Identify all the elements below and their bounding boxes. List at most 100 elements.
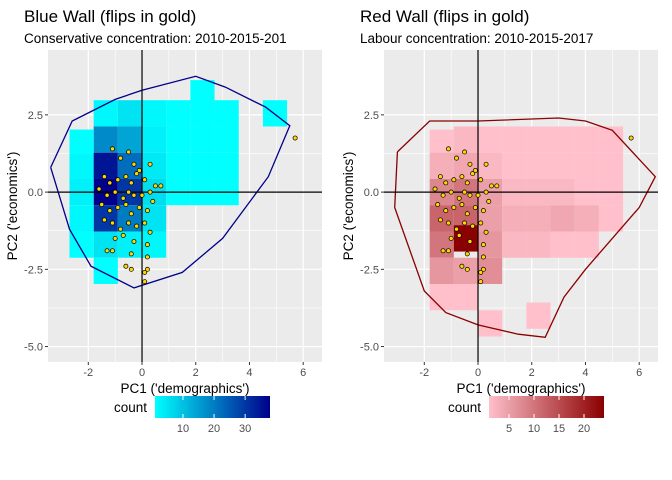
data-point bbox=[454, 155, 459, 161]
data-point bbox=[435, 202, 441, 207]
heatmap-cell bbox=[214, 100, 239, 127]
heatmap-cell bbox=[550, 126, 575, 153]
data-point bbox=[147, 161, 153, 167]
data-point bbox=[134, 223, 140, 229]
heatmap-cell bbox=[550, 152, 575, 179]
data-point bbox=[99, 202, 105, 207]
heatmap-cell bbox=[69, 205, 94, 232]
data-point bbox=[456, 195, 462, 201]
heatmap-cell bbox=[429, 231, 454, 258]
chart-title: Red Wall (flips in gold) bbox=[360, 7, 529, 26]
y-tick-label: 2.5 bbox=[364, 110, 379, 122]
data-point bbox=[118, 155, 123, 161]
data-point bbox=[115, 177, 121, 183]
data-point bbox=[628, 135, 634, 141]
heatmap-cell bbox=[526, 302, 551, 329]
data-point bbox=[448, 189, 454, 195]
data-point bbox=[470, 171, 476, 177]
heatmap-cell bbox=[526, 205, 551, 232]
data-point bbox=[467, 192, 473, 198]
heatmap-cell bbox=[117, 100, 143, 127]
data-point bbox=[292, 135, 298, 141]
data-point bbox=[459, 202, 465, 207]
y-tick-label: 0.0 bbox=[28, 187, 43, 199]
data-point bbox=[459, 263, 465, 269]
y-tick-label: 0.0 bbox=[364, 187, 379, 199]
x-axis-title: PC1 ('demographics') bbox=[457, 381, 586, 396]
data-point bbox=[478, 220, 484, 226]
data-point bbox=[110, 248, 115, 254]
data-point bbox=[142, 279, 148, 285]
data-point bbox=[483, 229, 489, 235]
heatmap-cell bbox=[453, 126, 479, 153]
data-point bbox=[480, 208, 486, 214]
data-point bbox=[443, 208, 449, 214]
data-point bbox=[123, 263, 129, 269]
data-point bbox=[470, 223, 476, 229]
data-point bbox=[472, 168, 478, 173]
data-point bbox=[443, 180, 449, 186]
data-point bbox=[144, 254, 150, 260]
data-point bbox=[150, 198, 156, 204]
data-point bbox=[126, 220, 132, 226]
data-point bbox=[142, 269, 148, 275]
heatmap-cell bbox=[502, 126, 527, 153]
data-point bbox=[446, 220, 451, 226]
data-point bbox=[144, 208, 150, 214]
data-point bbox=[472, 205, 478, 210]
y-axis-title: PC2 ('economics') bbox=[5, 152, 20, 261]
heatmap-cell bbox=[502, 205, 527, 232]
x-tick-label: 4 bbox=[582, 367, 588, 379]
data-point bbox=[464, 211, 470, 217]
heatmap-cell bbox=[453, 284, 479, 311]
data-point bbox=[104, 248, 110, 254]
heatmap-cell bbox=[574, 152, 599, 179]
data-point bbox=[446, 146, 451, 152]
data-point bbox=[139, 192, 145, 198]
heatmap-cell bbox=[429, 284, 454, 311]
data-point bbox=[440, 192, 446, 198]
flip-points bbox=[96, 135, 298, 285]
chart-panel-red: Red Wall (flips in gold) Labour concentra… bbox=[341, 7, 658, 435]
heatmap-cell bbox=[429, 152, 454, 179]
heatmap-cell bbox=[574, 126, 599, 153]
data-point bbox=[101, 217, 107, 223]
data-point bbox=[128, 266, 134, 272]
legend-tick-label: 5 bbox=[506, 423, 512, 435]
x-axis-title: PC1 ('demographics') bbox=[121, 381, 250, 396]
heatmap-cell bbox=[478, 310, 503, 337]
heatmap-cell bbox=[502, 231, 527, 258]
x-tick-label: 0 bbox=[475, 367, 481, 379]
color-legend: count 10 20 30 bbox=[114, 396, 270, 435]
data-point bbox=[446, 248, 451, 254]
data-point bbox=[136, 168, 142, 173]
legend-tick-label: 20 bbox=[578, 423, 590, 435]
data-point bbox=[107, 180, 113, 186]
legend-colorbar bbox=[489, 396, 604, 418]
heatmap-cell bbox=[574, 205, 599, 232]
y-tick-label: -5.0 bbox=[360, 342, 379, 354]
legend-tick-label: 10 bbox=[528, 423, 540, 435]
data-point bbox=[136, 205, 142, 210]
data-point bbox=[478, 177, 484, 183]
y-tick-label: -2.5 bbox=[360, 264, 379, 276]
data-point bbox=[110, 220, 115, 226]
hull-outline bbox=[394, 117, 657, 338]
data-point bbox=[144, 242, 150, 248]
data-point bbox=[126, 189, 132, 195]
x-tick-label: 4 bbox=[246, 367, 252, 379]
flip-points bbox=[432, 135, 634, 285]
data-point bbox=[128, 251, 134, 257]
heatmap-cell bbox=[117, 126, 143, 153]
heatmap-cell bbox=[142, 100, 167, 127]
heatmap-cell bbox=[478, 152, 503, 179]
heatmap-cell bbox=[550, 205, 575, 232]
data-point bbox=[462, 149, 468, 155]
data-point bbox=[112, 235, 118, 241]
chart-subtitle: Conservative concentration: 2010-2015-20… bbox=[24, 31, 287, 46]
data-point bbox=[462, 220, 468, 226]
data-point bbox=[480, 266, 486, 272]
data-point bbox=[467, 239, 473, 244]
data-point bbox=[131, 239, 137, 244]
data-point bbox=[480, 254, 486, 260]
